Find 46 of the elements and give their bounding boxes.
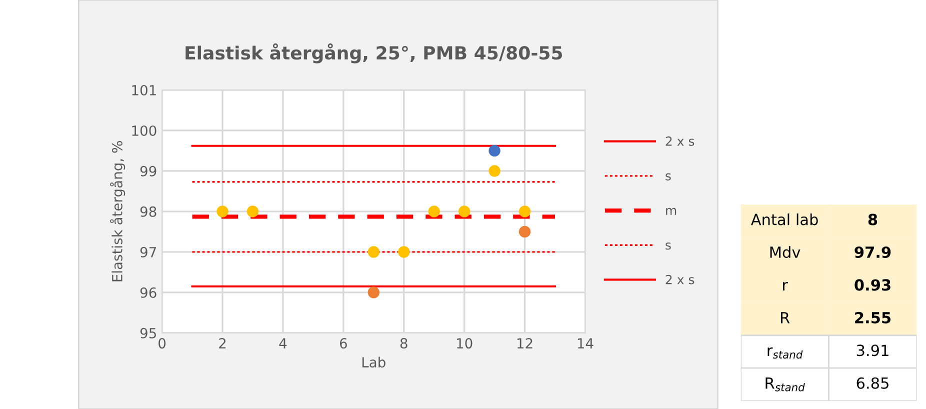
text: Mdv	[770, 246, 800, 258]
text: R$_{stand}$	[766, 378, 805, 392]
text: 8	[868, 214, 878, 226]
y-tick-label: 96	[140, 287, 156, 298]
text: 6.85	[856, 377, 888, 389]
x-tick-label: 8	[400, 338, 408, 349]
point	[368, 286, 380, 298]
text: Antal lab	[750, 213, 818, 226]
x-tick-label: 0	[158, 338, 166, 349]
y-tick-label: 99	[140, 166, 156, 176]
point	[518, 226, 531, 238]
chart-title: Elastisk återgång, 25°, PMB 45/80-55	[186, 43, 562, 64]
y-tick-label: 95	[140, 328, 156, 338]
point	[246, 206, 259, 218]
legend-label: m	[666, 208, 676, 215]
point	[368, 246, 380, 258]
x-tick-label: 12	[517, 338, 532, 348]
point	[428, 206, 440, 218]
x-axis-title: Lab	[362, 356, 386, 368]
point	[216, 206, 228, 218]
legend-label: s	[666, 173, 671, 180]
text: r	[783, 282, 788, 291]
y-axis-title: Elastisk återgång, %	[110, 141, 126, 282]
y-tick-label: 98	[140, 206, 156, 217]
x-tick-label: 6	[340, 338, 347, 349]
x-tick-label: 10	[457, 338, 472, 349]
y-tick-label: 100	[132, 125, 156, 136]
x-tick-label: 4	[279, 338, 287, 348]
legend-label: 2 x s	[666, 136, 694, 146]
legend-label: s	[666, 242, 671, 250]
point	[398, 246, 410, 258]
point	[458, 206, 470, 218]
text: 3.91	[856, 344, 888, 356]
y-tick-label: 97	[140, 246, 156, 258]
text: 0.93	[854, 279, 890, 291]
point	[488, 165, 500, 177]
text: R	[780, 312, 790, 324]
y-tick-label: 101	[132, 84, 156, 96]
point	[518, 206, 531, 218]
point	[488, 144, 500, 157]
x-tick-label: 14	[578, 338, 594, 348]
x-tick-label: 2	[219, 338, 226, 348]
text: r$_{stand}$	[768, 347, 803, 359]
text: 97.9	[854, 246, 891, 258]
text: 2.55	[855, 312, 891, 324]
legend-label: 2 x s	[666, 274, 694, 284]
